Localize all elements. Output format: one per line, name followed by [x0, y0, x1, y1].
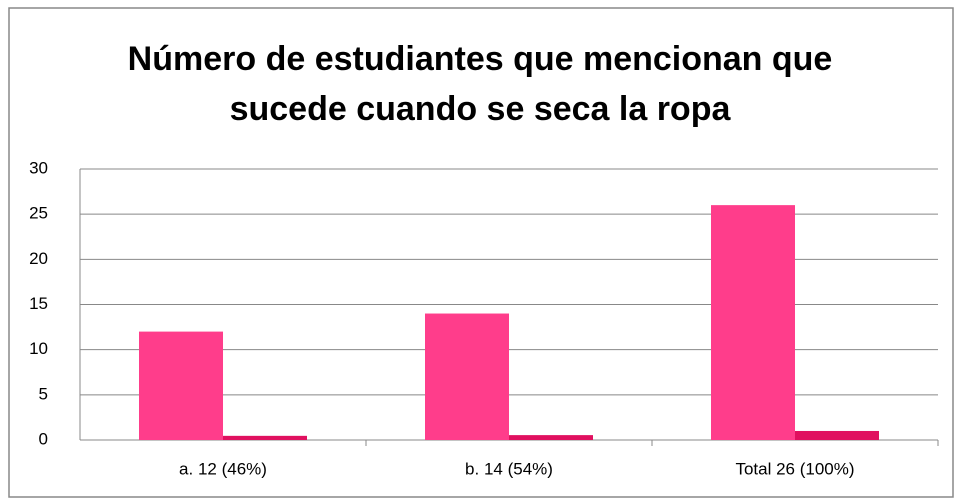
x-tick-label: Total 26 (100%) — [735, 459, 854, 478]
y-tick-label: 0 — [39, 429, 48, 448]
y-tick-label: 10 — [29, 339, 48, 358]
x-tick-label: a. 12 (46%) — [179, 459, 267, 478]
y-tick-label: 25 — [29, 204, 48, 223]
y-tick-label: 5 — [39, 384, 48, 403]
y-tick-label: 30 — [29, 158, 48, 177]
chart-title: Número de estudiantes que mencionan que … — [127, 40, 833, 128]
bar — [509, 435, 593, 440]
bar — [795, 430, 879, 440]
bar — [425, 313, 509, 440]
bar — [223, 435, 307, 440]
y-tick-label: 15 — [29, 294, 48, 313]
bar — [711, 205, 795, 440]
bar — [139, 331, 223, 440]
x-tick-label: b. 14 (54%) — [465, 459, 553, 478]
y-tick-label: 20 — [29, 249, 48, 268]
